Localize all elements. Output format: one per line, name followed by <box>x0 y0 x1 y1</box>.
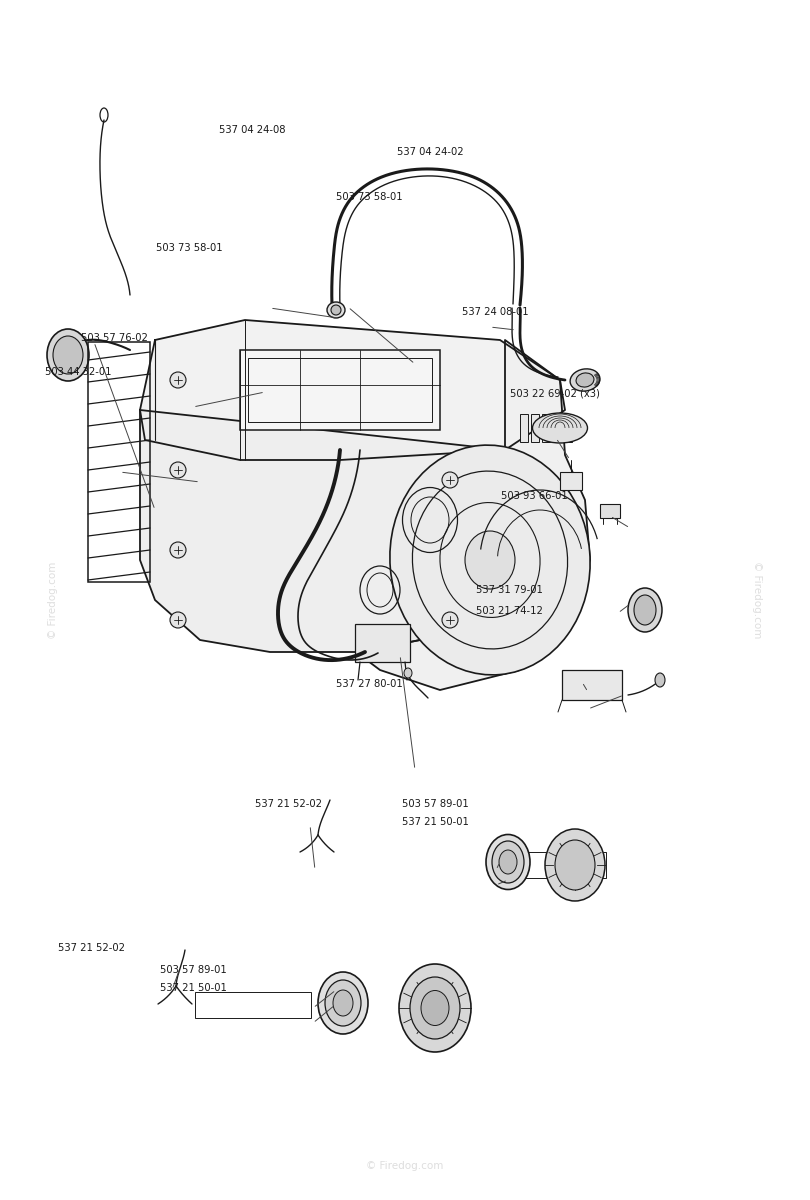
Ellipse shape <box>331 305 341 314</box>
Ellipse shape <box>555 840 595 890</box>
Ellipse shape <box>399 964 471 1052</box>
Bar <box>248 358 432 422</box>
Text: 537 27 80-01: 537 27 80-01 <box>336 679 403 689</box>
Bar <box>560 472 582 490</box>
Ellipse shape <box>327 302 345 318</box>
Polygon shape <box>140 410 510 652</box>
Bar <box>542 414 550 442</box>
Text: 537 24 08-01: 537 24 08-01 <box>462 307 528 317</box>
Bar <box>553 414 561 442</box>
Text: © Firedog.com: © Firedog.com <box>48 562 58 638</box>
Text: 503 93 66-01: 503 93 66-01 <box>501 491 567 500</box>
Ellipse shape <box>170 542 186 558</box>
Ellipse shape <box>258 385 272 398</box>
Text: © Firedog.com: © Firedog.com <box>366 1162 444 1171</box>
Ellipse shape <box>442 612 458 628</box>
Ellipse shape <box>442 472 458 488</box>
Ellipse shape <box>261 388 269 396</box>
Ellipse shape <box>318 972 368 1034</box>
Bar <box>494 852 606 878</box>
Ellipse shape <box>634 595 656 625</box>
Text: 537 21 50-01: 537 21 50-01 <box>402 817 469 827</box>
Ellipse shape <box>47 329 89 382</box>
Text: © Firedog.com: © Firedog.com <box>752 562 762 638</box>
Bar <box>88 342 150 582</box>
Ellipse shape <box>333 990 353 1016</box>
Text: 537 21 52-02: 537 21 52-02 <box>58 943 126 953</box>
Bar <box>531 414 539 442</box>
Bar <box>355 624 410 662</box>
Text: 503 57 76-02: 503 57 76-02 <box>81 334 148 343</box>
Bar <box>564 414 572 442</box>
Ellipse shape <box>410 977 460 1039</box>
Text: 503 21 74-12: 503 21 74-12 <box>476 606 544 616</box>
Bar <box>600 504 620 518</box>
Ellipse shape <box>53 336 83 374</box>
Text: 537 31 79-01: 537 31 79-01 <box>476 586 544 595</box>
Text: 503 73 58-01: 503 73 58-01 <box>156 244 223 253</box>
Text: 503 73 58-01: 503 73 58-01 <box>336 192 403 202</box>
Text: 503 44 32-01: 503 44 32-01 <box>45 367 111 377</box>
Text: 537 04 24-08: 537 04 24-08 <box>219 125 285 134</box>
Text: 503 57 89-01: 503 57 89-01 <box>402 799 468 809</box>
Ellipse shape <box>486 834 530 889</box>
Text: 537 21 50-01: 537 21 50-01 <box>160 983 227 992</box>
Ellipse shape <box>499 850 517 874</box>
Bar <box>520 414 528 442</box>
Polygon shape <box>360 340 590 690</box>
Ellipse shape <box>570 368 600 391</box>
Text: 503 57 89-01: 503 57 89-01 <box>160 965 226 974</box>
Bar <box>240 350 440 430</box>
Bar <box>195 992 311 1018</box>
Ellipse shape <box>576 373 594 388</box>
Ellipse shape <box>170 462 186 478</box>
Ellipse shape <box>655 673 665 686</box>
Ellipse shape <box>545 829 605 901</box>
Text: 503 22 69-02 (x3): 503 22 69-02 (x3) <box>510 389 600 398</box>
Text: 537 21 52-02: 537 21 52-02 <box>255 799 322 809</box>
Ellipse shape <box>170 612 186 628</box>
Ellipse shape <box>465 530 515 589</box>
Text: 537 04 24-02: 537 04 24-02 <box>397 148 463 157</box>
Ellipse shape <box>390 445 590 674</box>
Ellipse shape <box>325 980 361 1026</box>
Polygon shape <box>140 320 565 460</box>
Ellipse shape <box>492 841 524 883</box>
Bar <box>562 670 622 700</box>
Ellipse shape <box>421 990 449 1026</box>
Ellipse shape <box>532 413 587 443</box>
Ellipse shape <box>404 668 412 678</box>
Ellipse shape <box>170 372 186 388</box>
Ellipse shape <box>628 588 662 632</box>
